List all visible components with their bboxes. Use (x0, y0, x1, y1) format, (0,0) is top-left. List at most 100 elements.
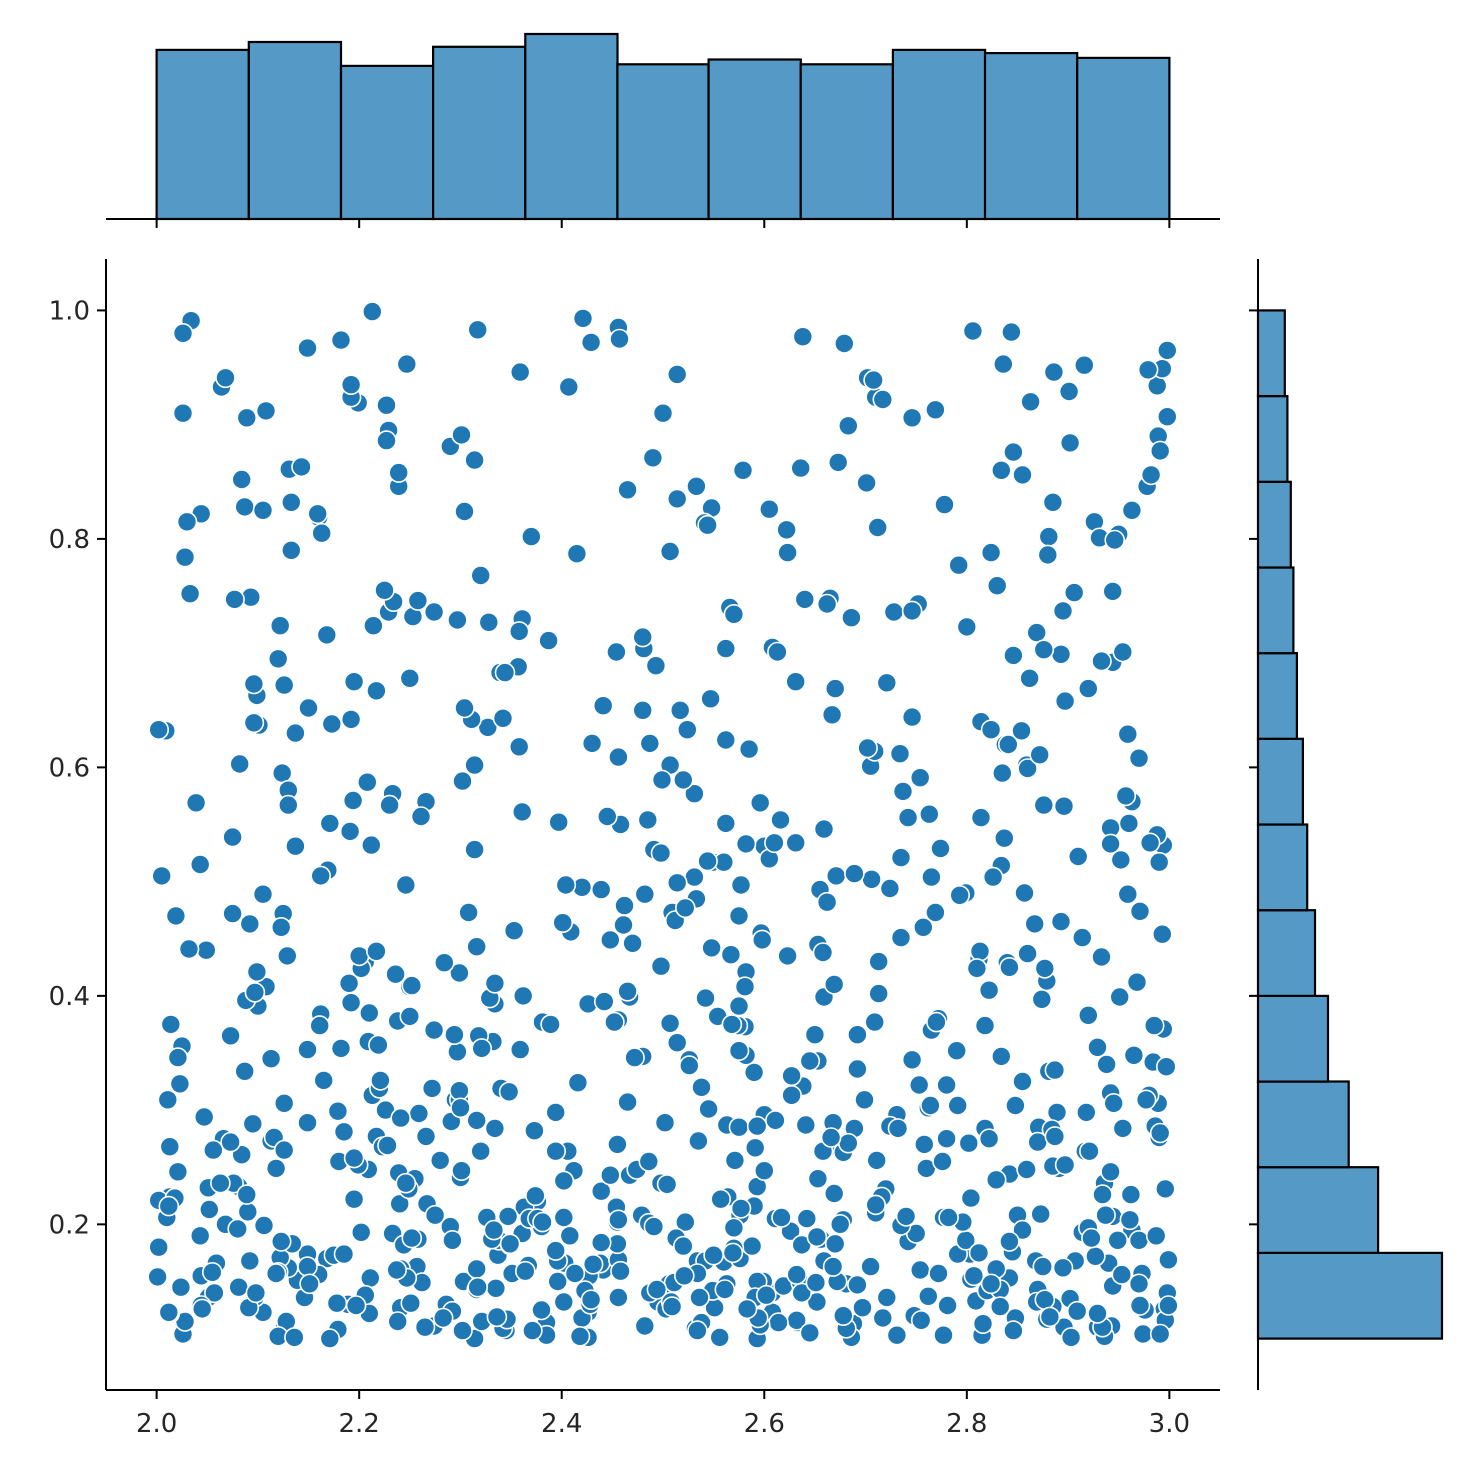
scatter-point (199, 1199, 220, 1220)
top-hist-bar (799, 63, 895, 221)
scatter-point (866, 1150, 888, 1171)
scatter-point (176, 511, 198, 533)
scatter-point (582, 1254, 604, 1275)
scatter-point (691, 1077, 712, 1098)
scatter-point (872, 389, 894, 410)
scatter-point (348, 945, 370, 967)
scatter-point (607, 1134, 628, 1155)
scatter-point (634, 883, 656, 905)
scatter-point (613, 914, 634, 936)
scatter-point (970, 807, 992, 828)
scatter-point (674, 897, 696, 919)
scatter-point (777, 542, 798, 563)
right-hist-bar (1256, 737, 1305, 826)
scatter-point (492, 707, 514, 729)
scatter-point (736, 1298, 758, 1320)
scatter-point (1001, 321, 1022, 343)
scatter-point (1043, 361, 1065, 383)
scatter-point (1112, 1118, 1134, 1139)
scatter-point (1050, 643, 1072, 665)
scatter-point (1104, 529, 1125, 551)
scatter-point (340, 992, 362, 1014)
scatter-point (280, 539, 302, 561)
scatter-point (687, 1320, 708, 1341)
scatter-point (564, 1263, 586, 1284)
scatter-point (909, 767, 931, 789)
scatter-point (338, 972, 360, 994)
scatter-point (590, 1232, 612, 1253)
scatter-point (581, 733, 603, 754)
scatter-point (634, 1315, 656, 1337)
right-hist-bar (1256, 651, 1299, 740)
scatter-point (689, 1287, 710, 1308)
top-hist-bar (983, 51, 1079, 221)
scatter-point (795, 1114, 817, 1136)
scatter-point (746, 1115, 768, 1137)
scatter-point (326, 1292, 348, 1314)
scatter-point (1039, 1306, 1061, 1328)
scatter-point (738, 738, 760, 760)
scatter-point (925, 399, 946, 421)
scatter-point (191, 1298, 213, 1320)
scatter-point (310, 865, 332, 887)
top-hist-bar (891, 48, 987, 221)
scatter-point (1066, 1300, 1088, 1322)
scatter-point (672, 1235, 694, 1257)
scatter-point (1091, 650, 1112, 672)
scatter-point (1103, 1093, 1124, 1114)
scatter-point (1092, 1184, 1113, 1205)
scatter-point (1129, 900, 1151, 922)
scatter-point (361, 301, 383, 322)
scatter-point (743, 1062, 765, 1083)
scatter-point (844, 863, 865, 884)
scatter-point (319, 1328, 341, 1349)
scatter-point (608, 1287, 629, 1308)
scatter-point (319, 813, 341, 834)
scatter-point (424, 1204, 446, 1226)
scatter-point (414, 1316, 436, 1338)
scatter-point (253, 1215, 275, 1236)
scatter-point (572, 308, 594, 329)
scatter-point (1148, 851, 1170, 873)
scatter-point (160, 1014, 182, 1035)
scatter-point (936, 1128, 957, 1149)
scatter-point (497, 1206, 519, 1227)
scatter-point (467, 1276, 489, 1298)
scatter-point (947, 1095, 969, 1116)
scatter-point (400, 1292, 422, 1314)
scatter-point (785, 671, 807, 693)
scatter-point (1158, 1295, 1179, 1316)
scatter-point (1081, 1227, 1102, 1249)
scatter-point (215, 367, 236, 389)
scatter-point (452, 1320, 473, 1341)
scatter-point (758, 498, 780, 520)
scatter-point (464, 839, 485, 860)
scatter-point (1044, 1059, 1066, 1081)
scatter-point (236, 407, 258, 429)
scatter-point (499, 1233, 521, 1255)
scatter-point (824, 678, 846, 699)
scatter-point (1026, 622, 1047, 643)
scatter-point (661, 1296, 683, 1317)
scatter-point (458, 902, 479, 923)
scatter-point (861, 868, 882, 890)
scatter-point (246, 961, 268, 983)
scatter-point (728, 1116, 750, 1138)
right-hist-bar (1256, 1080, 1350, 1169)
scatter-point (698, 1098, 719, 1120)
y-tick-label: 0.6 (49, 753, 90, 783)
scatter-point (812, 942, 834, 963)
right-hist-bar (1256, 1166, 1380, 1254)
scatter-point (545, 1240, 567, 1261)
scatter-point (728, 995, 750, 1017)
scatter-point (273, 1093, 295, 1114)
scatter-point (686, 475, 707, 497)
scatter-point (1119, 1209, 1141, 1231)
scatter-point (638, 1151, 660, 1172)
scatter-point (1121, 499, 1143, 521)
scatter-point (327, 1100, 349, 1122)
scatter-point (879, 878, 901, 899)
scatter-point (921, 866, 942, 888)
scatter-point (781, 1085, 802, 1106)
scatter-point (724, 1150, 746, 1171)
